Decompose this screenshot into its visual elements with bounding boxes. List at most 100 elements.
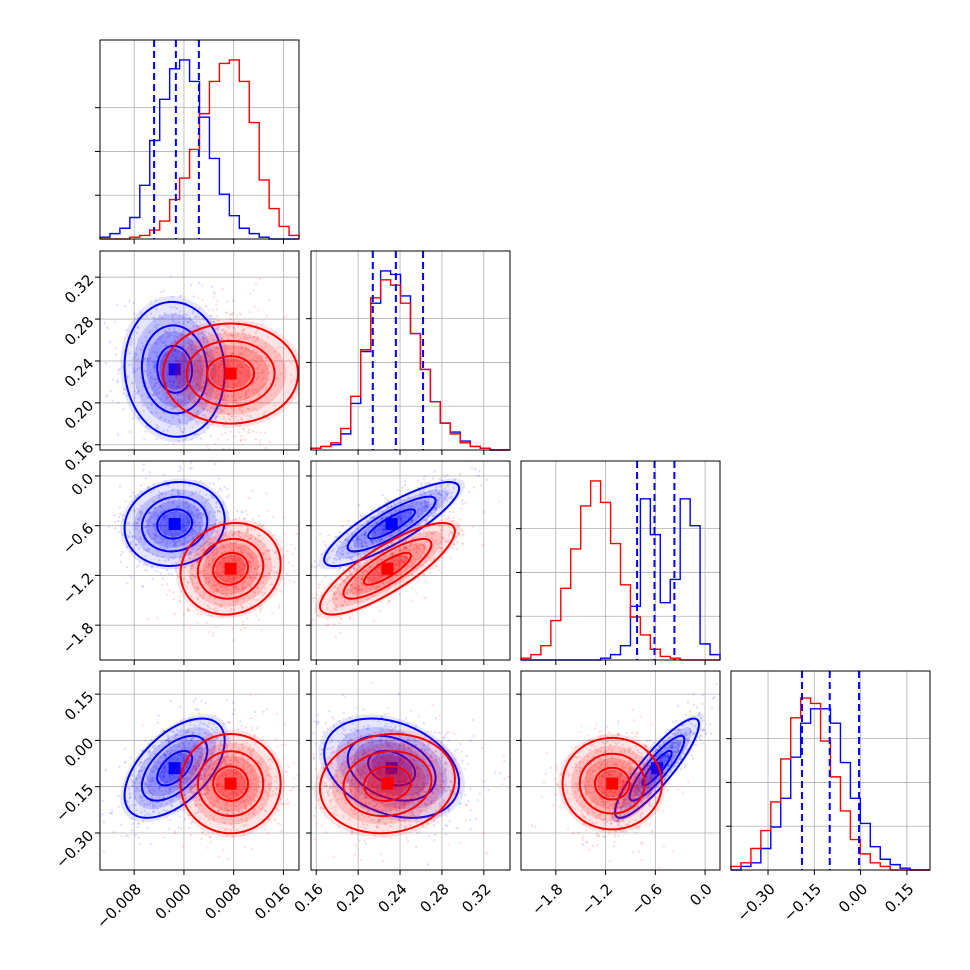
y-tick-label: 0.20 [61, 397, 97, 433]
y-tick-label: 0.24 [61, 355, 97, 391]
contour-red [196, 750, 265, 818]
contour-red [319, 522, 456, 616]
contour-red [561, 736, 663, 831]
y-tick-label: 0.16 [61, 438, 97, 474]
joint-panel-1-3 [306, 670, 511, 875]
contour-red [342, 537, 433, 600]
contour-blue [140, 734, 209, 802]
marginal-panel-0 [95, 39, 300, 244]
marginal-panel-3 [726, 670, 931, 875]
x-tick-label: 0.0 [686, 880, 716, 910]
contour-red [196, 537, 265, 600]
joint-content [311, 461, 501, 639]
density-peak-blue [168, 363, 181, 376]
contour-blue [346, 495, 437, 553]
x-tick-label: 0.00 [835, 880, 871, 916]
contour-red [593, 766, 631, 801]
contour-blue [123, 300, 226, 438]
density-peak-red [606, 777, 619, 790]
joint-panel-0-1 [95, 250, 300, 455]
panel-frame [730, 670, 931, 871]
contour-red [362, 765, 412, 802]
x-tick-label: 0.20 [333, 880, 369, 916]
panel-frame [99, 670, 300, 871]
x-tick-label: −0.008 [93, 880, 145, 932]
scatter-red [530, 708, 690, 869]
y-tick-label: 0.28 [61, 313, 97, 349]
contour-blue [628, 734, 686, 802]
contour-blue [323, 717, 461, 819]
density-peak-blue [385, 518, 398, 531]
x-tick-label: 0.16 [291, 880, 327, 916]
x-tick-label: −0.15 [780, 880, 825, 925]
joint-panel-1-2 [306, 460, 511, 665]
x-tick-label: 0.32 [458, 880, 494, 916]
contour-red [578, 752, 646, 815]
y-tick-label: −0.6 [59, 519, 97, 557]
contour-red [319, 732, 456, 835]
x-tick-label: 0.24 [374, 880, 410, 916]
density-peak-red [381, 562, 394, 575]
panel-frame [520, 670, 721, 871]
contour-blue [140, 495, 209, 553]
density-peak-red [224, 367, 237, 380]
density-peak-red [224, 562, 237, 575]
contour-red [162, 322, 299, 425]
x-tick-label: −0.30 [734, 880, 779, 925]
y-tick-label: −1.8 [59, 619, 97, 657]
panel-frame [99, 39, 300, 240]
contour-blue [346, 734, 437, 802]
histogram-blue [310, 270, 510, 451]
contour-red [362, 551, 412, 586]
y-tick-label: −1.2 [59, 569, 97, 607]
x-tick-label: 0.016 [251, 880, 294, 923]
density-peak-blue [385, 762, 398, 775]
contour-blue [323, 481, 461, 567]
y-tick-label: −0.30 [52, 827, 97, 872]
x-tick-label: −1.2 [578, 880, 616, 918]
contour-blue [156, 344, 194, 394]
x-tick-label: 0.008 [201, 880, 244, 923]
contour-red [212, 551, 250, 586]
y-tick-label: 0.32 [61, 271, 97, 307]
panel-frame [310, 460, 511, 661]
contour-red [206, 355, 256, 392]
contour-blue [367, 508, 417, 540]
panels-layer: 0.160.200.240.280.32−1.8−1.2−0.60.0−0.30… [52, 39, 931, 932]
panel-frame [99, 460, 300, 661]
histogram-red [520, 480, 720, 661]
marginal-panel-1 [306, 250, 511, 455]
histogram-red [730, 697, 930, 871]
panel-frame [310, 250, 511, 451]
density-peak-blue [168, 518, 181, 531]
x-tick-label: 0.28 [416, 880, 452, 916]
y-tick-label: 0.15 [61, 688, 97, 724]
joint-content [530, 682, 718, 869]
joint-panel-2-3 [516, 670, 721, 875]
joint-panel-0-3 [95, 670, 300, 875]
joint-panel-0-2 [95, 460, 300, 665]
x-tick-label: 0.000 [152, 880, 195, 923]
joint-content [101, 693, 299, 861]
contour-red [179, 732, 282, 835]
contour-red [212, 765, 250, 802]
joint-content [107, 461, 299, 642]
contour-red [179, 522, 282, 616]
panel-frame [310, 670, 511, 871]
contour-blue [156, 508, 194, 540]
panel-frame [520, 460, 721, 661]
contour-blue [614, 717, 700, 819]
contour-red [342, 750, 433, 818]
x-tick-label: −0.6 [628, 880, 666, 918]
contour-red [185, 339, 276, 408]
y-tick-label: −0.15 [52, 780, 97, 825]
x-tick-label: −1.8 [528, 880, 566, 918]
x-tick-label: 0.15 [881, 880, 917, 916]
joint-content [103, 275, 299, 450]
density-peak-red [224, 777, 237, 790]
y-tick-label: 0.00 [61, 734, 97, 770]
contour-blue [123, 481, 226, 567]
histogram-red [310, 279, 510, 451]
histogram-blue [99, 59, 299, 240]
